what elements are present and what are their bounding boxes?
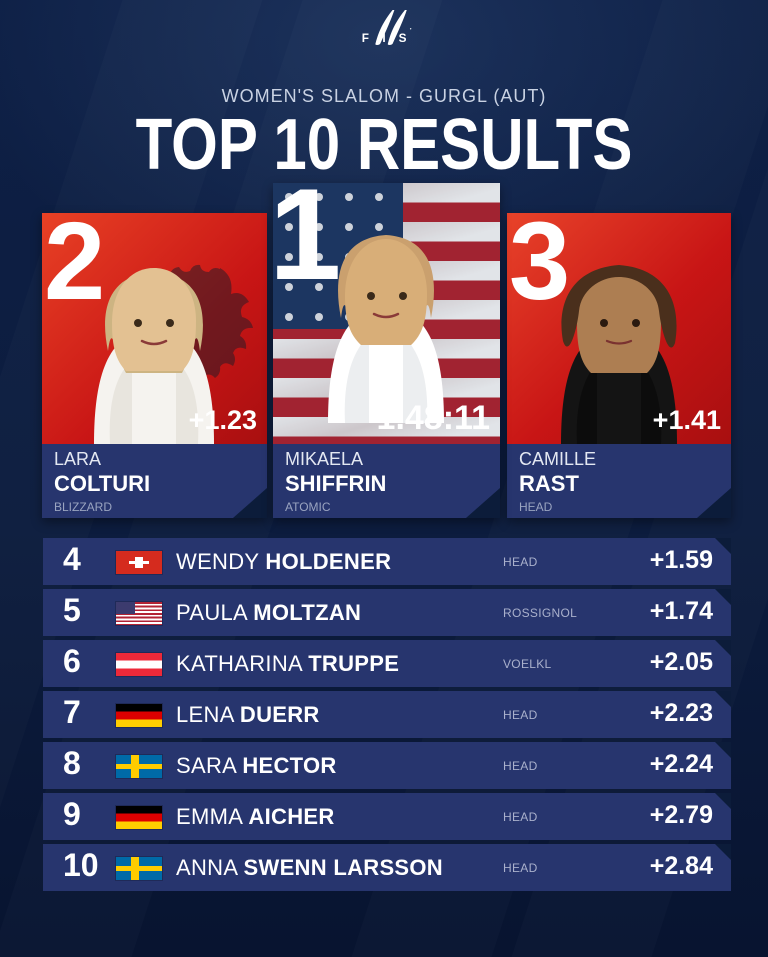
svg-text:S: S <box>399 32 407 45</box>
svg-text:F: F <box>362 32 369 45</box>
